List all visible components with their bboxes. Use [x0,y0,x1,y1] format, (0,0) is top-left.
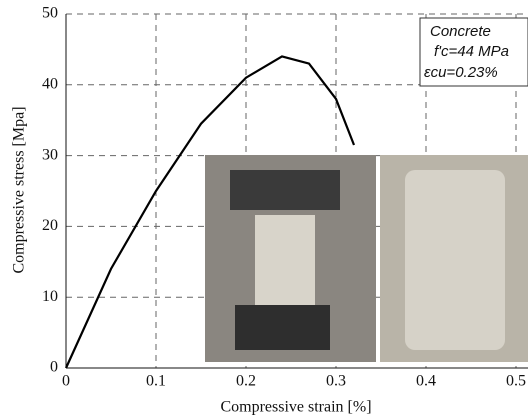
x-tick-label: 0.5 [506,373,526,390]
y-tick-label: 0 [50,359,58,376]
annotation: f'c=44 MPa [434,43,509,60]
x-tick-label: 0.3 [326,373,346,390]
photo-detail [405,170,505,350]
photo-detail [230,170,340,210]
y-tick-label: 40 [42,75,58,92]
x-tick-label: 0 [62,373,70,390]
y-tick-label: 10 [42,288,58,305]
y-tick-label: 50 [42,5,58,22]
x-tick-label: 0.4 [416,373,436,390]
photo-detail [255,215,315,305]
annotation: εcu=0.23% [424,64,498,81]
x-axis-label: Compressive strain [%] [220,399,371,416]
photo-detail [235,305,330,350]
x-tick-label: 0.2 [236,373,256,390]
y-tick-label: 20 [42,217,58,234]
y-tick-label: 30 [42,146,58,163]
annotation: Concrete [430,23,491,40]
x-tick-label: 0.1 [146,373,166,390]
y-axis-label: Compressive stress [Mpa] [11,106,28,273]
annotation-box [419,17,528,87]
data-line [64,55,356,369]
